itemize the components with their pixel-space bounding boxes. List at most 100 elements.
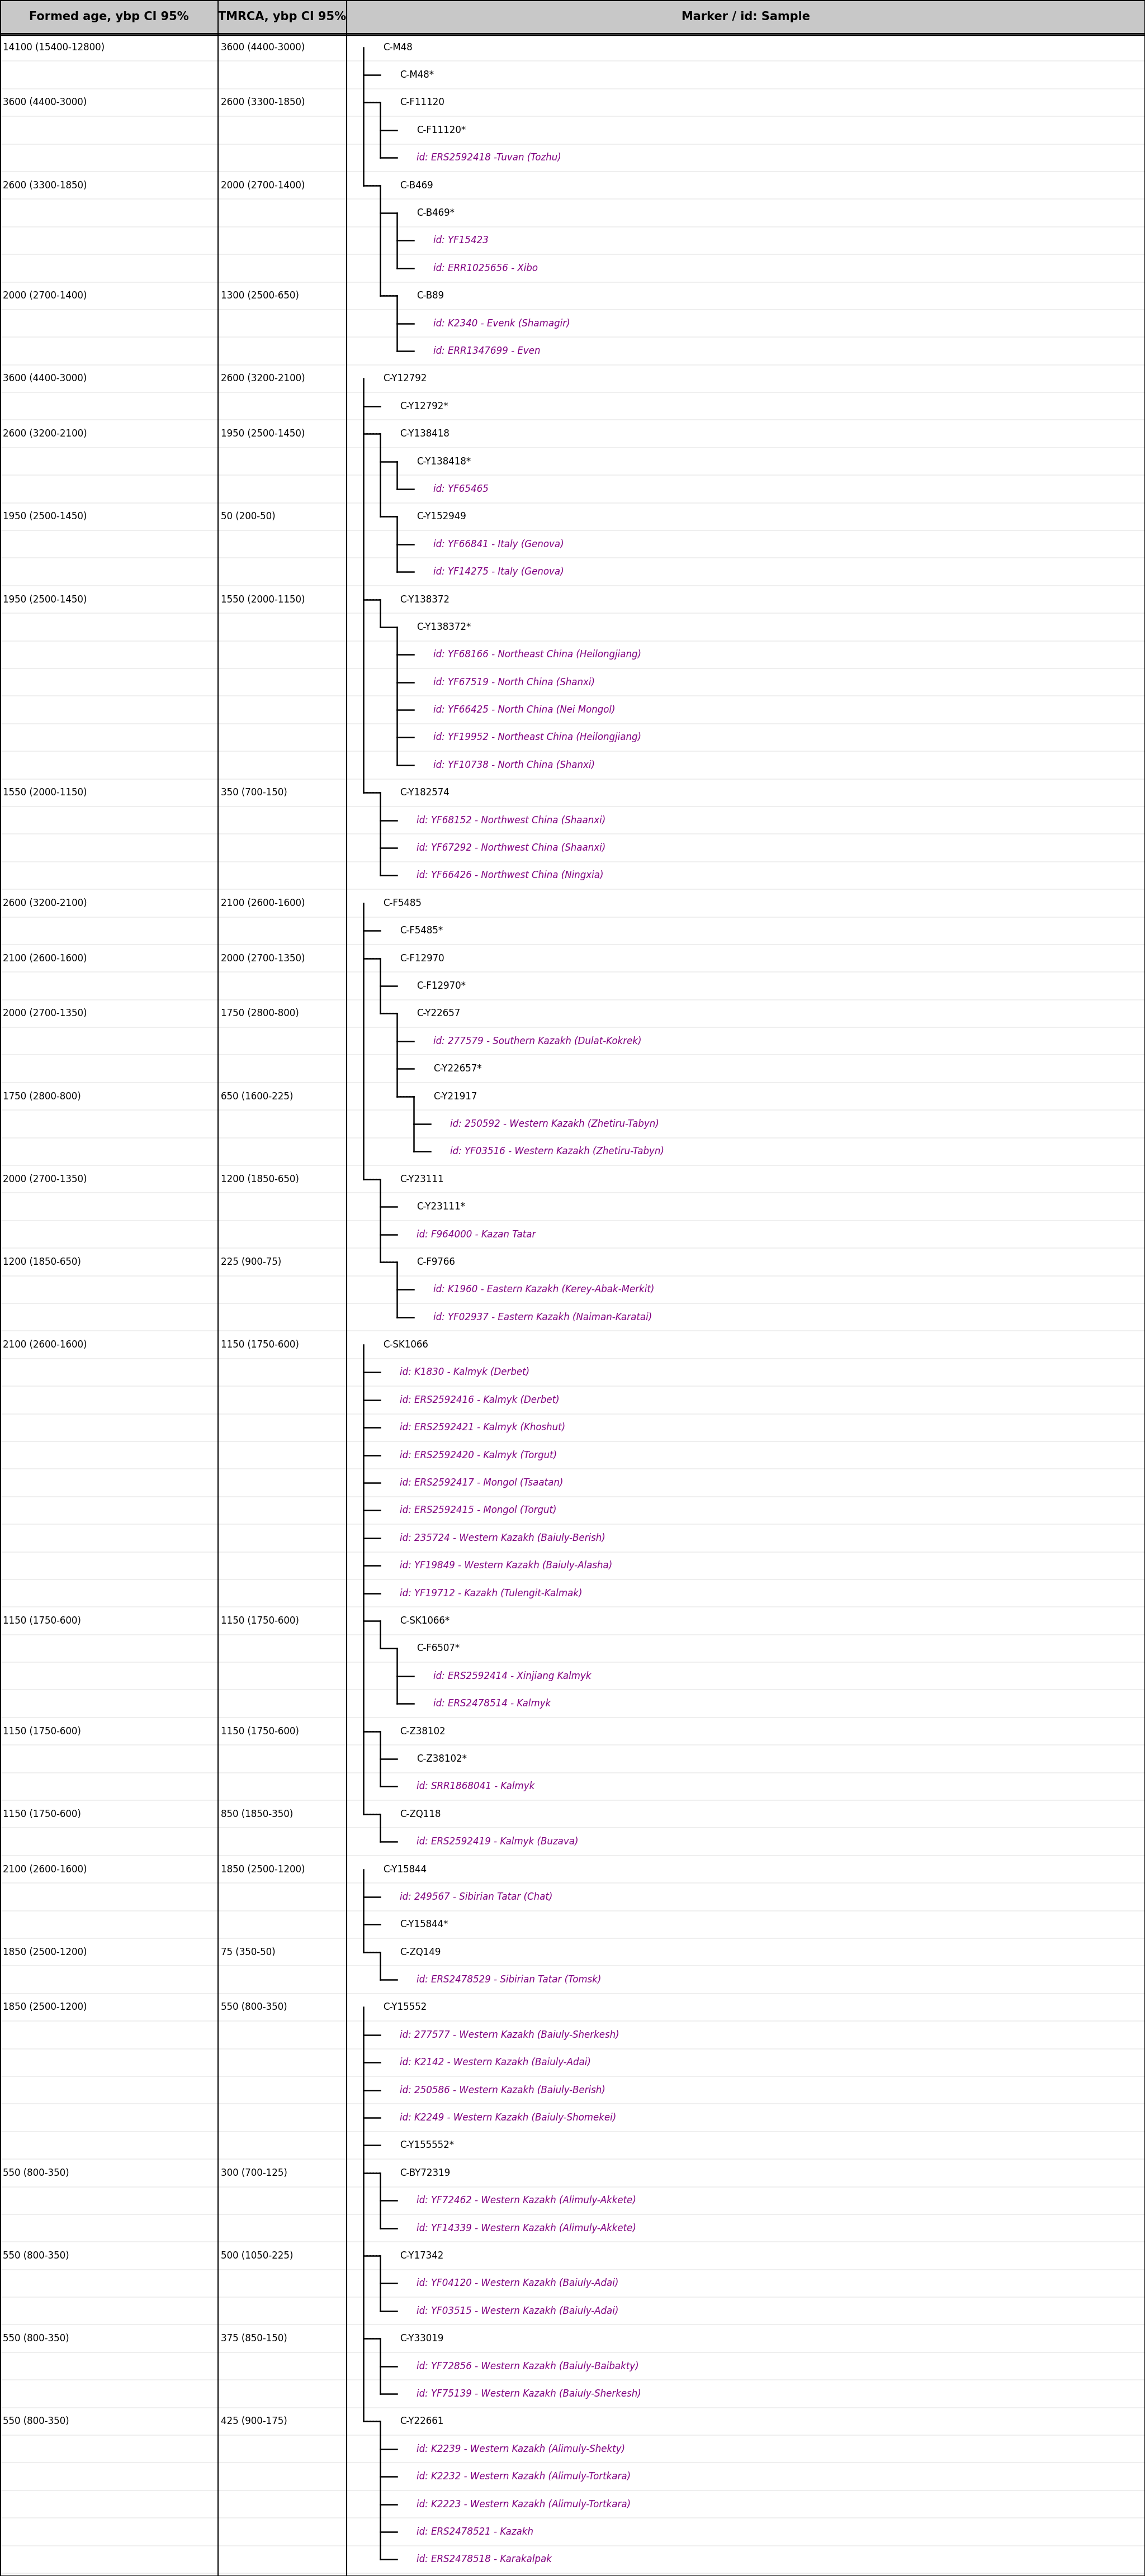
Text: Marker / id: Sample: Marker / id: Sample [681,10,811,23]
Text: C-Y138418*: C-Y138418* [417,456,471,466]
Text: id: YF66841 - Italy (Genova): id: YF66841 - Italy (Genova) [433,538,563,549]
Text: C-Y17342: C-Y17342 [400,2251,443,2262]
Bar [0,2463,1145,2491]
Text: id: YF14275 - Italy (Genova): id: YF14275 - Italy (Genova) [433,567,563,577]
Bar [0,2130,1145,2159]
Bar [0,502,1145,531]
Text: id: K1960 - Eastern Kazakh (Kerey-Abak-Merkit): id: K1960 - Eastern Kazakh (Kerey-Abak-M… [433,1285,654,1296]
Text: C-M48: C-M48 [382,41,412,52]
Text: id: YF03515 - Western Kazakh (Baiuly-Adai): id: YF03515 - Western Kazakh (Baiuly-Ada… [417,2306,618,2316]
Text: id: K2142 - Western Kazakh (Baiuly-Adai): id: K2142 - Western Kazakh (Baiuly-Adai) [400,2058,591,2069]
Text: id: ERS2478529 - Sibirian Tatar (Tomsk): id: ERS2478529 - Sibirian Tatar (Tomsk) [417,1976,601,1984]
Text: id: YF68166 - Northeast China (Heilongjiang): id: YF68166 - Northeast China (Heilongji… [433,649,641,659]
Text: id: 277579 - Southern Kazakh (Dulat-Kokrek): id: 277579 - Southern Kazakh (Dulat-Kokr… [433,1036,641,1046]
Bar [0,1414,1145,1443]
Text: C-F11120: C-F11120 [400,98,444,108]
Text: C-Y22657: C-Y22657 [417,1007,460,1018]
Text: C-ZQ149: C-ZQ149 [400,1947,441,1958]
Text: 550 (800-350): 550 (800-350) [2,2169,69,2177]
Text: 3600 (4400-3000): 3600 (4400-3000) [2,374,87,384]
Text: id: YF66426 - Northwest China (Ningxia): id: YF66426 - Northwest China (Ningxia) [417,871,603,881]
Bar [0,1801,1145,1829]
Bar [0,835,1145,863]
Bar [0,1551,1145,1579]
Text: 1950 (2500-1450): 1950 (2500-1450) [2,595,87,605]
Text: 1850 (2500-1200): 1850 (2500-1200) [2,1947,87,1958]
Bar [0,1332,1145,1358]
Bar [0,2105,1145,2130]
Text: 1150 (1750-600): 1150 (1750-600) [2,1808,81,1819]
Bar [0,1636,1145,1662]
Text: id: YF02937 - Eastern Kazakh (Naiman-Karatai): id: YF02937 - Eastern Kazakh (Naiman-Kar… [433,1311,652,1321]
Bar [0,917,1145,945]
Text: C-Y155552*: C-Y155552* [400,2141,455,2151]
Text: id: ERS2592421 - Kalmyk (Khoshut): id: ERS2592421 - Kalmyk (Khoshut) [400,1422,566,1432]
Text: id: YF67519 - North China (Shanxi): id: YF67519 - North China (Shanxi) [433,677,595,688]
Text: id: YF65465: id: YF65465 [433,484,489,495]
Text: C-SK1066: C-SK1066 [382,1340,428,1350]
Text: id: F964000 - Kazan Tatar: id: F964000 - Kazan Tatar [417,1229,536,1239]
Text: id: K2340 - Evenk (Shamagir): id: K2340 - Evenk (Shamagir) [433,319,570,327]
Text: C-Y22661: C-Y22661 [400,2416,443,2427]
Bar [0,1829,1145,1855]
Text: C-Y15844: C-Y15844 [382,1865,427,1875]
Bar [0,2409,1145,2434]
Bar [0,641,1145,667]
Bar [0,2159,1145,2187]
Bar [0,420,1145,448]
Text: id: 249567 - Sibirian Tatar (Chat): id: 249567 - Sibirian Tatar (Chat) [400,1891,553,1901]
Text: 1150 (1750-600): 1150 (1750-600) [221,1340,299,1350]
Text: 850 (1850-350): 850 (1850-350) [221,1808,293,1819]
Text: 50 (200-50): 50 (200-50) [221,513,276,523]
Bar [0,613,1145,641]
Bar [0,2215,1145,2241]
Text: 2600 (3300-1850): 2600 (3300-1850) [221,98,305,108]
Bar [0,2352,1145,2380]
Bar [0,889,1145,917]
Bar [0,2241,1145,2269]
Bar [0,2298,1145,2324]
Bar [0,1525,1145,1551]
Bar [0,198,1145,227]
Text: 550 (800-350): 550 (800-350) [221,2002,287,2012]
Bar [0,1056,1145,1082]
Bar [0,2022,1145,2048]
Bar [0,1082,1145,1110]
Bar [0,778,1145,806]
Text: id: ERS2592415 - Mongol (Torgut): id: ERS2592415 - Mongol (Torgut) [400,1504,556,1515]
Text: C-B469: C-B469 [400,180,433,191]
Text: 2600 (3200-2100): 2600 (3200-2100) [2,899,87,909]
Text: id: YF75139 - Western Kazakh (Baiuly-Sherkesh): id: YF75139 - Western Kazakh (Baiuly-She… [417,2388,641,2398]
Bar [0,1772,1145,1801]
Bar [0,144,1145,173]
Bar [0,2269,1145,2298]
Bar [0,1110,1145,1139]
Text: 2000 (2700-1400): 2000 (2700-1400) [2,291,87,301]
Bar [0,971,1145,999]
Text: id: K2239 - Western Kazakh (Alimuly-Shekty): id: K2239 - Western Kazakh (Alimuly-Shek… [417,2445,625,2455]
Text: C-Y182574: C-Y182574 [400,788,449,799]
Bar [0,1303,1145,1332]
Text: C-B469*: C-B469* [417,209,455,219]
Text: C-Y22657*: C-Y22657* [433,1064,482,1074]
Text: C-Y21917: C-Y21917 [433,1092,477,1103]
Text: 2100 (2600-1600): 2100 (2600-1600) [2,1340,87,1350]
Text: C-F9766: C-F9766 [417,1257,455,1267]
Text: C-F6507*: C-F6507* [417,1643,459,1654]
Bar [0,1221,1145,1249]
Bar [0,999,1145,1028]
Bar [0,116,1145,144]
Text: id: YF67292 - Northwest China (Shaanxi): id: YF67292 - Northwest China (Shaanxi) [417,842,606,853]
Text: Formed age, ybp CI 95%: Formed age, ybp CI 95% [29,10,189,23]
Text: 2000 (2700-1350): 2000 (2700-1350) [221,953,305,963]
Text: C-Y15552: C-Y15552 [382,2002,427,2012]
Text: C-F12970: C-F12970 [400,953,444,963]
Text: 1150 (1750-600): 1150 (1750-600) [2,1726,81,1736]
Bar [0,1718,1145,1744]
Bar [0,309,1145,337]
Text: C-Y23111*: C-Y23111* [417,1203,465,1211]
Bar [0,1497,1145,1525]
Bar [0,281,1145,309]
Text: 2100 (2600-1600): 2100 (2600-1600) [2,1865,87,1875]
Text: id: ERR1025656 - Xibo: id: ERR1025656 - Xibo [433,263,538,273]
